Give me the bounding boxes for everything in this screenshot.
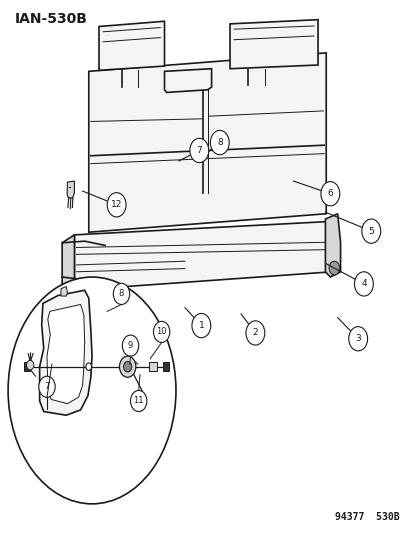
- Circle shape: [107, 192, 126, 217]
- Text: 1: 1: [198, 321, 204, 330]
- Polygon shape: [74, 222, 332, 290]
- Polygon shape: [164, 69, 212, 92]
- Text: 8: 8: [217, 138, 223, 147]
- Polygon shape: [89, 53, 326, 232]
- Polygon shape: [67, 181, 74, 198]
- Ellipse shape: [8, 277, 176, 504]
- Polygon shape: [61, 287, 68, 296]
- Circle shape: [321, 182, 340, 206]
- Text: 11: 11: [134, 397, 144, 406]
- Circle shape: [120, 356, 136, 377]
- Text: 7: 7: [196, 146, 202, 155]
- Circle shape: [349, 327, 368, 351]
- Circle shape: [190, 139, 209, 163]
- Text: 10: 10: [156, 327, 167, 336]
- Circle shape: [113, 284, 130, 304]
- Bar: [163, 362, 169, 372]
- Circle shape: [154, 321, 170, 342]
- Bar: [149, 362, 157, 371]
- Circle shape: [192, 313, 211, 338]
- Text: 5: 5: [369, 227, 374, 236]
- Bar: [24, 362, 30, 372]
- Polygon shape: [99, 21, 164, 70]
- Circle shape: [122, 335, 139, 356]
- Text: 7: 7: [44, 382, 50, 391]
- Circle shape: [329, 261, 340, 275]
- Polygon shape: [62, 235, 74, 299]
- Text: 3: 3: [355, 334, 361, 343]
- Polygon shape: [325, 214, 341, 277]
- Text: 4: 4: [361, 279, 367, 288]
- Polygon shape: [230, 20, 318, 69]
- Circle shape: [39, 376, 55, 397]
- Polygon shape: [39, 290, 92, 415]
- Text: 8: 8: [119, 289, 124, 298]
- Circle shape: [210, 131, 229, 155]
- Text: 6: 6: [327, 189, 333, 198]
- Circle shape: [86, 363, 92, 370]
- Circle shape: [354, 272, 374, 296]
- Circle shape: [27, 360, 34, 370]
- Text: 12: 12: [111, 200, 122, 209]
- Polygon shape: [47, 304, 85, 403]
- Circle shape: [362, 219, 381, 243]
- Text: IAN-530B: IAN-530B: [15, 12, 88, 26]
- Circle shape: [131, 391, 147, 411]
- Circle shape: [246, 321, 265, 345]
- Text: 94377  530B: 94377 530B: [335, 512, 400, 522]
- Text: 2: 2: [253, 328, 258, 337]
- Circle shape: [124, 361, 132, 372]
- Text: 9: 9: [128, 341, 133, 350]
